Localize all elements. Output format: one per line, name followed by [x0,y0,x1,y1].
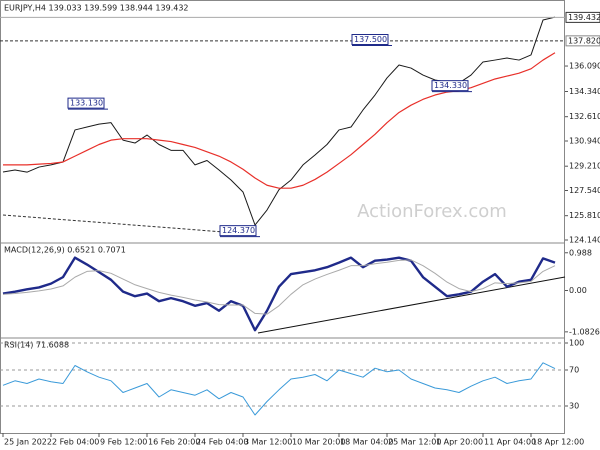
panel-title: MACD(12,26,9) 0.6521 0.7071 [4,246,126,255]
y-tick-label: 0.00 [569,286,587,295]
x-tick-label: 9 Feb 12:00 [100,438,147,447]
annotation-label: 134.330 [434,81,467,90]
chart-title: EURJPY,H4 139.033 139.599 138.944 139.43… [4,4,189,13]
annotation-label: 137.500 [354,35,387,44]
series-line [2,16,556,226]
annotation-box [67,97,105,109]
x-tick-label: 1 Apr 20:00 [436,438,483,447]
y-tick-label: -1.0826 [569,327,600,336]
y-tick-label: 129.210 [569,162,600,171]
watermark: ActionForex.com [357,201,507,222]
y-tick-label: 130.940 [569,137,600,146]
x-tick-label: 18 Apr 12:00 [532,438,584,447]
annotation-label: 133.130 [70,99,103,108]
y-tick-label: 0.988 [569,248,592,257]
x-tick-label: 25 Mar 12:00 [388,438,441,447]
y-tick-label: 125.810 [569,211,600,220]
level-tag-label: 137.820 [568,36,600,45]
y-tick-label: 30 [569,402,579,411]
y-tick-label: 124.140 [569,236,600,245]
x-tick-label: 3 Mar 12:00 [244,438,292,447]
price-tag-label: 139.432 [568,13,600,22]
x-tick-label: 24 Feb 04:00 [196,438,248,447]
trend-line [2,214,251,235]
x-tick-label: 2 Feb 04:00 [52,438,99,447]
chart-frame [0,0,565,434]
y-tick-label: 134.340 [569,87,600,96]
trend-line [257,276,566,334]
y-tick-label: 132.610 [569,112,600,121]
series-line [2,362,556,416]
annotation-box [219,225,257,237]
y-tick-label: 70 [569,366,579,375]
series-line [2,259,556,315]
x-tick-label: 11 Apr 04:00 [484,438,536,447]
x-tick-label: 25 Jan 2022 [4,438,52,447]
y-tick-label: 100 [569,339,584,348]
annotation-label: 124.370 [222,226,255,235]
y-tick-label: 136.090 [569,62,600,71]
panel-title: RSI(14) 71.6088 [4,341,69,350]
annotation-box [351,34,389,46]
level-tag [565,35,600,47]
x-tick-label: 16 Feb 20:00 [148,438,200,447]
x-tick-label: 18 Mar 04:00 [340,438,393,447]
annotation-box [431,80,469,92]
series-line [2,256,556,332]
x-tick-label: 10 Mar 20:00 [292,438,345,447]
price-tag [565,11,600,23]
y-tick-label: 127.540 [569,186,600,195]
